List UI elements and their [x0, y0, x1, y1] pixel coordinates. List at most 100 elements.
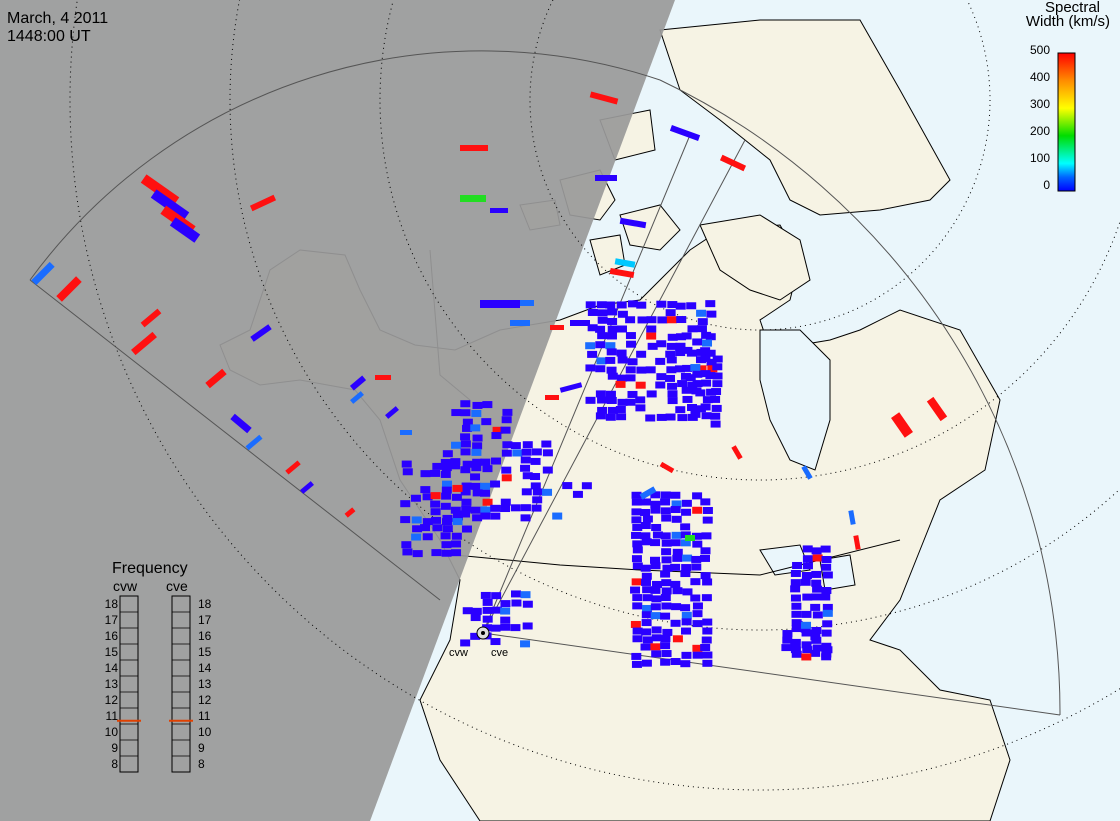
echo-cell — [661, 539, 672, 547]
cve-scale-label: 8 — [198, 757, 205, 771]
cvw-scale-label: 17 — [104, 613, 118, 627]
echo-cell — [632, 602, 643, 610]
echo-cell — [700, 572, 711, 580]
cve-scale-label: 14 — [198, 661, 212, 675]
echo-cell — [650, 491, 661, 499]
echo-cell — [635, 381, 646, 389]
colorbar-title-line1: Spectral — [1044, 0, 1100, 16]
echo-cell — [711, 404, 722, 412]
echo-cell — [491, 432, 502, 440]
echo-cell — [701, 379, 712, 387]
cve-scale-label: 18 — [198, 597, 212, 611]
echo-cell — [625, 316, 636, 324]
echo-cell — [589, 91, 619, 105]
echo-cell — [614, 258, 636, 268]
echo-cell — [701, 331, 712, 339]
echo-cell — [585, 364, 596, 372]
echo-cell — [490, 512, 501, 520]
echo-cell — [501, 416, 512, 424]
echo-cell — [926, 396, 948, 422]
echo-cell — [801, 610, 812, 618]
echo-cell — [400, 500, 411, 508]
echo-cell — [432, 462, 443, 470]
cvw-frequency-label: cvw — [113, 578, 138, 594]
echo-cell — [675, 342, 686, 350]
us-canada-border — [454, 539, 901, 576]
echo-cell — [637, 316, 648, 324]
echo-cell — [431, 549, 442, 557]
echo-cell — [640, 532, 651, 540]
echo-cell — [690, 594, 701, 602]
echo-cell — [542, 488, 553, 496]
echo-cell — [500, 623, 511, 631]
echo-cell — [559, 382, 583, 393]
colorbar-tick: 0 — [1043, 178, 1050, 192]
echo-cell — [802, 562, 813, 570]
echo-cell — [632, 627, 643, 635]
echo-cell — [712, 380, 723, 388]
echo-cell — [441, 492, 452, 500]
echo-cell — [636, 301, 647, 309]
echo-cell — [820, 545, 831, 553]
echo-cell — [645, 366, 656, 374]
latitude-circles — [69, 0, 1120, 791]
echo-cell — [402, 548, 413, 556]
colorbar-tick: 400 — [1029, 70, 1050, 84]
cvw-scale-label: 11 — [105, 709, 118, 723]
echo-cell — [646, 332, 657, 340]
echo-cell — [641, 659, 652, 667]
echo-cell — [641, 538, 652, 546]
echo-cell — [822, 609, 833, 617]
echo-cell — [471, 482, 482, 490]
echo-cell — [810, 603, 821, 611]
echo-cell — [632, 523, 643, 531]
echo-cell — [490, 504, 501, 512]
echo-cell — [652, 580, 663, 588]
echo-cell — [471, 464, 482, 472]
echo-cell — [625, 374, 636, 382]
echo-cell — [801, 653, 812, 661]
echo-cell — [581, 482, 592, 490]
echo-cell — [632, 594, 643, 602]
echo-cell — [441, 549, 452, 557]
echo-cell — [470, 424, 481, 432]
colorbar-tick: 200 — [1029, 124, 1050, 138]
echo-cell — [692, 540, 703, 548]
echo-cell — [545, 395, 559, 400]
echo-cell — [552, 512, 563, 520]
echo-cell — [480, 482, 491, 490]
echo-cell — [605, 342, 616, 350]
echo-cell — [631, 516, 642, 524]
baffin-island — [699, 214, 811, 301]
cve-scale-label: 11 — [198, 709, 211, 723]
echo-cell — [410, 494, 421, 502]
echo-cell — [661, 602, 672, 610]
echo-cell — [632, 562, 643, 570]
echo-cell — [650, 556, 661, 564]
echo-cell — [692, 338, 703, 346]
echo-cell — [481, 418, 492, 426]
echo-cell — [617, 310, 628, 318]
echo-cell — [670, 491, 681, 499]
echo-cell — [782, 636, 793, 644]
echo-cell — [705, 300, 716, 308]
echo-cell — [792, 561, 803, 569]
echo-cell — [660, 532, 671, 540]
echo-cell — [660, 498, 671, 506]
echo-cell — [672, 587, 683, 595]
echo-cell — [676, 316, 687, 324]
echo-cell — [672, 548, 683, 556]
echo-cell — [597, 406, 608, 414]
greenland-landmass — [659, 19, 951, 216]
echo-cell — [480, 489, 491, 497]
echo-cell — [462, 607, 473, 615]
echo-cell — [671, 500, 682, 508]
echo-cell — [500, 505, 511, 513]
echo-cell — [665, 350, 676, 358]
echo-cell — [451, 549, 462, 557]
echo-cell — [670, 580, 681, 588]
echo-cell — [692, 644, 703, 652]
echo-cell — [690, 578, 701, 586]
echo-cell — [605, 301, 616, 309]
echo-cell — [470, 614, 481, 622]
